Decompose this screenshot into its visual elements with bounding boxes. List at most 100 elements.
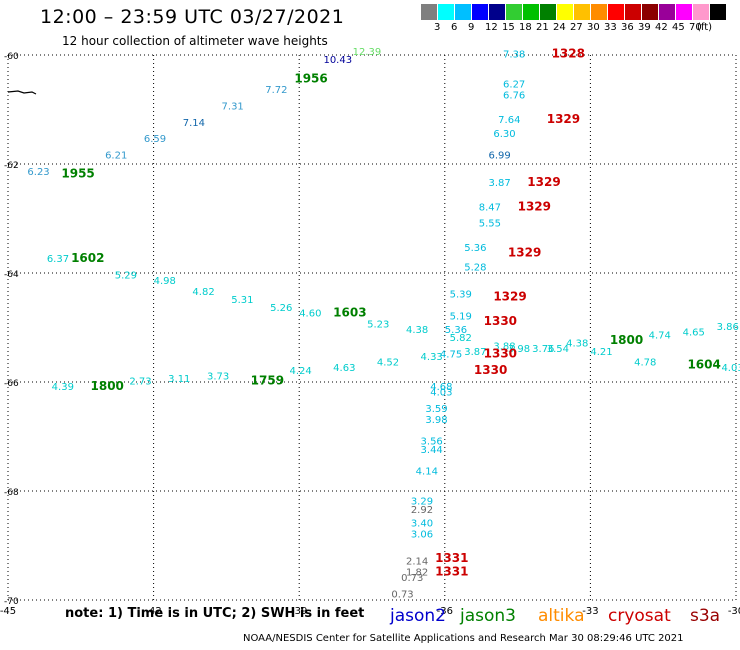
time-label: 1329 [527, 175, 560, 189]
wave-height-label: 4.33 [421, 352, 443, 363]
x-tick-label: -42 [145, 606, 161, 617]
wave-height-label: 4.98 [154, 276, 176, 287]
scale-label: 3 [434, 22, 441, 33]
x-tick-label: -36 [437, 606, 453, 617]
x-tick-label: -39 [291, 606, 307, 617]
wave-height-label: 4.68 [430, 382, 452, 393]
time-label: 1329 [518, 199, 551, 213]
time-label: 1955 [61, 167, 94, 181]
scale-label: 30 [587, 22, 600, 33]
time-label: 1331 [435, 551, 468, 565]
wave-height-label: 5.31 [231, 295, 253, 306]
scale-label: 27 [570, 22, 583, 33]
scale-swatch [608, 4, 625, 20]
wave-height-label: 7.72 [265, 85, 287, 96]
y-tick-label: -64 [4, 270, 19, 280]
scale-label: 39 [638, 22, 651, 33]
time-label: 1800 [91, 379, 124, 393]
scale-swatch [676, 4, 693, 20]
time-label: 1330 [484, 314, 517, 328]
wave-height-label: 8.47 [479, 202, 501, 213]
wave-height-label: 6.21 [105, 151, 127, 162]
wave-height-label: 5.26 [270, 303, 292, 314]
legend-jason2: jason2 [390, 606, 446, 626]
wave-height-label: 4.63 [333, 363, 355, 374]
wave-height-label: 3.98 [425, 415, 447, 426]
scale-swatch [489, 4, 506, 20]
wave-height-label: 4.38 [566, 339, 588, 350]
x-tick-label: -45 [0, 606, 16, 617]
x-tick-label: -33 [582, 606, 598, 617]
scale-swatch [438, 4, 455, 20]
wave-height-label: 4.14 [416, 467, 438, 478]
wave-height-label: 4.03 [430, 388, 452, 399]
wave-height-label: 3.87 [464, 347, 486, 358]
wave-height-points: 4.39 1800 2.73 3.11 3.73 1759 4.24 4.63 4.52 4.33… [27, 47, 740, 601]
wave-height-label: 4.60 [299, 309, 321, 320]
wave-height-label: 2.92 [411, 505, 433, 516]
scale-label: 9 [468, 22, 475, 33]
wave-height-label: 7.14 [183, 118, 205, 129]
coastline [7, 90, 37, 95]
coastline-fragment [7, 90, 37, 95]
wave-height-label: 2.73 [129, 377, 151, 388]
wave-height-label: 4.74 [649, 330, 671, 341]
wave-height-label: 4.39 [52, 382, 74, 393]
scale-label: 15 [502, 22, 515, 33]
wave-height-label: 3.06 [411, 529, 433, 540]
wave-height-label: 3.73 [207, 371, 229, 382]
wave-height-label: 4.52 [377, 358, 399, 369]
wave-height-label: 7.64 [498, 115, 520, 126]
wave-height-label: 3.59 [425, 404, 447, 415]
scale-swatch [574, 4, 591, 20]
wave-height-label: 6.37 [47, 254, 69, 265]
time-label: 1602 [71, 251, 104, 265]
scale-swatch [455, 4, 472, 20]
wave-height-label: 3.87 [488, 178, 510, 189]
wave-height-label: 5.28 [464, 262, 486, 273]
wave-height-label: 4.82 [192, 287, 214, 298]
wave-height-label: 3.54 [547, 344, 569, 355]
wave-height-label: 4.65 [683, 328, 705, 339]
wave-height-label: 6.23 [27, 167, 49, 178]
scale-swatch [421, 4, 438, 20]
wave-height-label: 2.14 [406, 557, 428, 568]
y-tick-label: -68 [4, 488, 19, 498]
y-tick-label: -66 [4, 379, 19, 389]
wave-height-label: 7.31 [222, 102, 244, 113]
wave-height-label: 5.39 [450, 290, 472, 301]
scale-label: 36 [621, 22, 634, 33]
legend-cryosat: cryosat [608, 606, 671, 626]
legend-note: note: 1) Time is in UTC; 2) SWH is in fe… [65, 606, 365, 621]
wave-height-label: 1.82 [406, 567, 428, 578]
time-label: 1329 [493, 289, 526, 303]
scale-label: 70 [689, 22, 702, 33]
wave-height-label: 3.44 [421, 445, 443, 456]
wave-height-label: 4.38 [406, 325, 428, 336]
wave-height-label: 10.43 [323, 55, 352, 66]
wave-height-label: 4.21 [590, 347, 612, 358]
map-subtitle: 12 hour collection of altimeter wave hei… [62, 34, 328, 48]
wave-height-label: 3.40 [411, 518, 433, 529]
wave-height-label: 6.30 [493, 129, 515, 140]
time-label: 1956 [294, 71, 327, 85]
wave-height-label: 3.56 [421, 437, 443, 448]
wave-height-label: 3.86 [717, 322, 739, 333]
wave-height-label: 5.19 [450, 311, 472, 322]
wave-height-label: 3.98 [508, 344, 530, 355]
scale-label: 24 [553, 22, 566, 33]
wave-height-label: 3.76 [532, 344, 554, 355]
wave-height-label: 5.23 [367, 320, 389, 331]
wave-height-label: 5.82 [450, 333, 472, 344]
scale-swatch [659, 4, 676, 20]
wave-height-label: 3.11 [168, 374, 190, 385]
time-label: 1604 [687, 357, 720, 371]
wave-height-label: 4.03 [721, 363, 740, 374]
legend-s3a: s3a [690, 606, 721, 626]
color-scale: 3 6 9 12 15 18 21 24 27 30 33 36 39 42 45 70 (ft) [421, 4, 731, 36]
map-grid [7, 54, 737, 601]
credit-line: NOAA/NESDIS Center for Satellite Applica… [243, 633, 684, 644]
scale-label: 18 [519, 22, 532, 33]
scale-swatch [642, 4, 659, 20]
